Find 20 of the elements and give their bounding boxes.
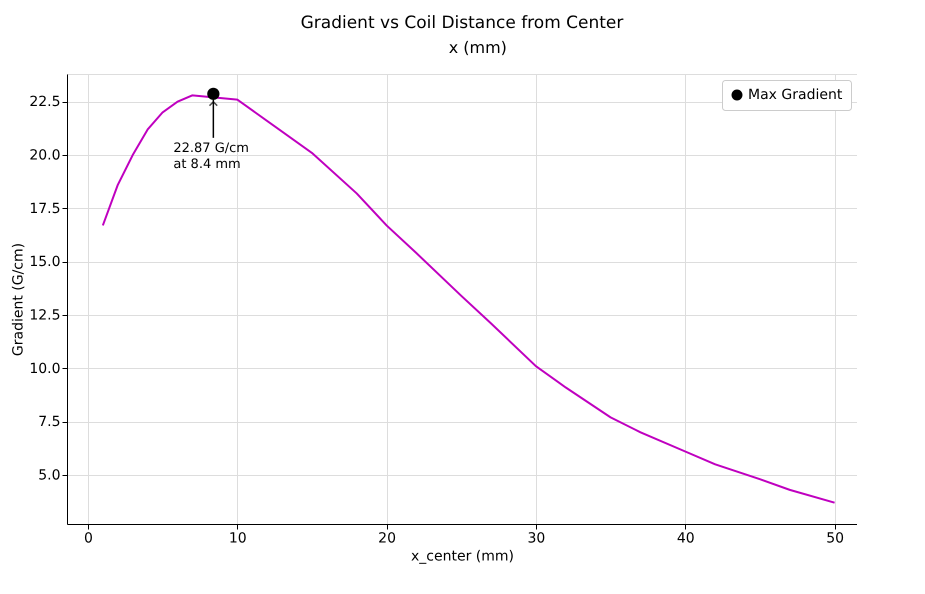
y-axis-title: Gradient (G/cm) (10, 242, 26, 356)
legend-label: Max Gradient (748, 87, 843, 103)
chart-title: Gradient vs Coil Distance from Center (300, 13, 624, 33)
y-tick-label: 15.0 (29, 254, 60, 270)
y-tick-label: 5.0 (38, 467, 60, 484)
x-tick-label: 30 (528, 530, 546, 546)
x-tick-label: 50 (826, 530, 844, 546)
y-tick-label: 20.0 (29, 148, 60, 164)
x-tick-label: 0 (84, 530, 93, 546)
y-tick-label: 22.5 (29, 94, 60, 110)
x-axis-title: x_center (mm) (411, 548, 514, 564)
y-tick-label: 7.5 (38, 414, 60, 430)
annotation: 22.87 G/cm at 8.4 mm (173, 140, 249, 172)
y-tick-label: 17.5 (29, 200, 60, 217)
x-tick-label: 20 (378, 530, 396, 546)
text: x (mm) (448, 38, 507, 57)
y-tick-label: 12.5 (29, 307, 60, 324)
x-tick-label: 10 (228, 530, 247, 546)
y-tick-label: 10.0 (29, 360, 60, 377)
x-tick-label: 40 (676, 530, 695, 546)
